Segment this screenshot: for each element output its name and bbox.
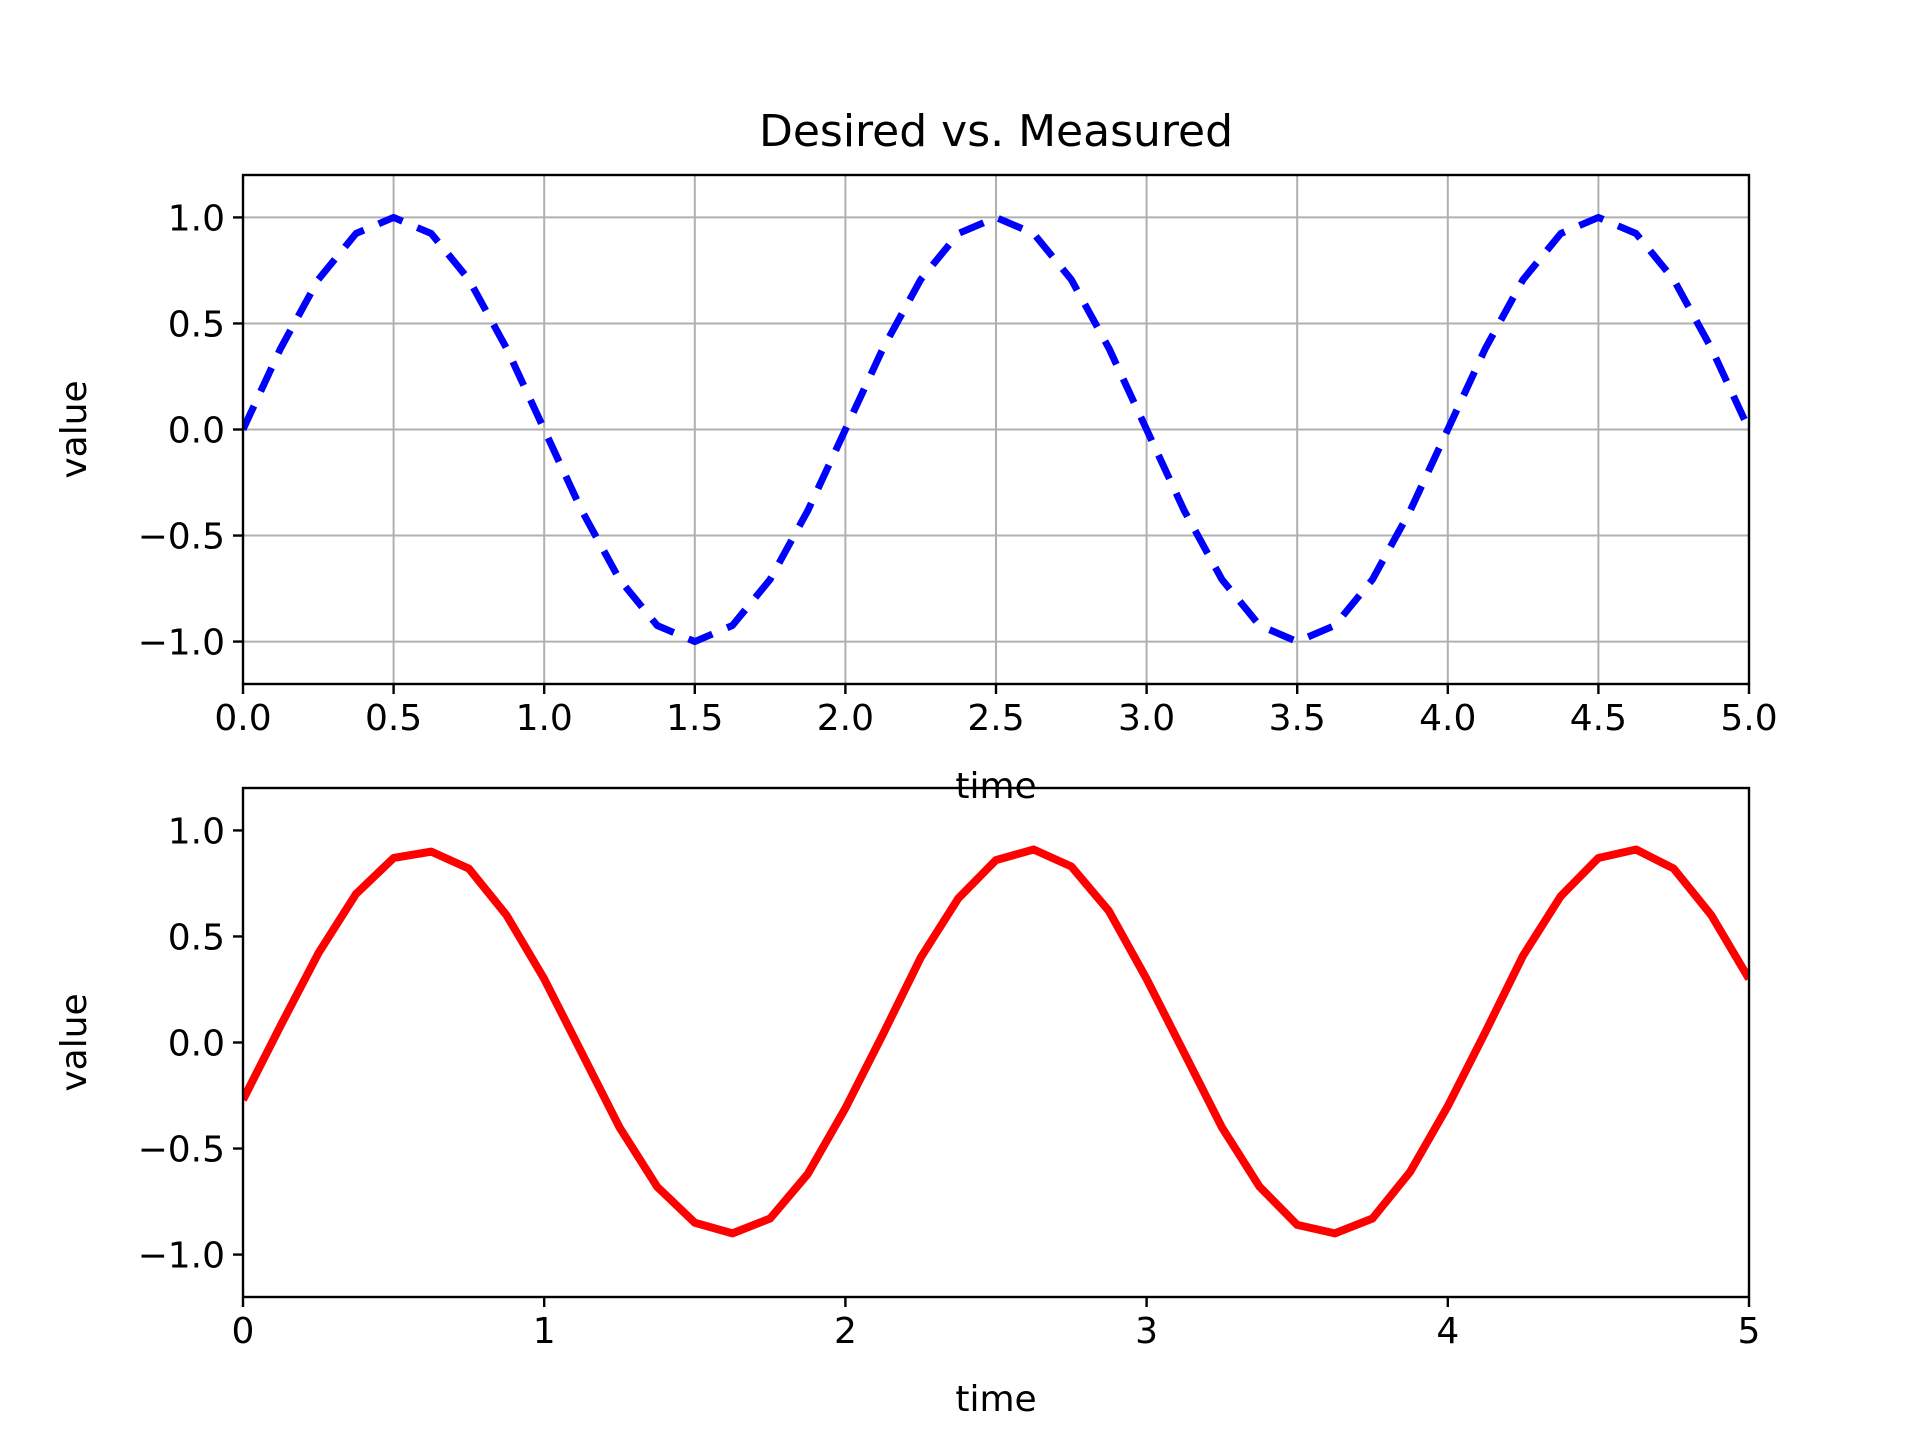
desired-series-line	[243, 213, 1749, 646]
x-tick-label: 3.0	[1118, 698, 1175, 739]
y-axis-label: value	[54, 993, 95, 1091]
chart-title: Desired vs. Measured	[759, 106, 1233, 157]
x-tick-label: 4.0	[1419, 698, 1476, 739]
x-tick-label: 2	[834, 1311, 857, 1352]
y-tick-label: 0.5	[168, 917, 225, 958]
x-tick-label: 3	[1135, 1311, 1158, 1352]
y-tick-label: −0.5	[138, 517, 225, 558]
x-tick-label: 4.5	[1570, 698, 1627, 739]
x-tick-label: 0	[232, 1311, 255, 1352]
x-tick-label: 2.5	[967, 698, 1024, 739]
x-tick-label: 5	[1738, 1311, 1761, 1352]
x-tick-label: 4	[1436, 1311, 1459, 1352]
y-tick-label: −1.0	[138, 1236, 225, 1277]
measured-series-line	[243, 845, 1749, 1238]
x-axis-label: time	[955, 1379, 1036, 1420]
bottom-panel: 0 1 2 3 4 5 1.0 0.5 0.0 −0.5 −1.0 time value	[54, 786, 1761, 1420]
y-tick-label: 1.0	[168, 198, 225, 239]
x-tick-label: 1.0	[516, 698, 573, 739]
y-tick-label: 0.5	[168, 304, 225, 345]
x-tick-label: 2.0	[817, 698, 874, 739]
top-panel: 0.0 0.5 1.0 1.5 2.0 2.5 3.0 3.5 4.0 4.5 5.0 1.0 0.5 0…	[54, 173, 1778, 807]
y-tick-label: −1.0	[138, 623, 225, 664]
x-tick-label: 0.5	[365, 698, 422, 739]
y-axis-label: value	[54, 380, 95, 478]
x-tick-label: 1	[533, 1311, 556, 1352]
y-tick-label: 1.0	[168, 811, 225, 852]
y-tick-label: −0.5	[138, 1130, 225, 1171]
x-tick-label: 5.0	[1720, 698, 1777, 739]
y-tick-label: 0.0	[168, 411, 225, 452]
x-tick-label: 1.5	[666, 698, 723, 739]
x-tick-label: 0.0	[214, 698, 271, 739]
y-tick-label: 0.0	[168, 1024, 225, 1065]
x-tick-label: 3.5	[1269, 698, 1326, 739]
x-axis-label: time	[955, 766, 1036, 807]
